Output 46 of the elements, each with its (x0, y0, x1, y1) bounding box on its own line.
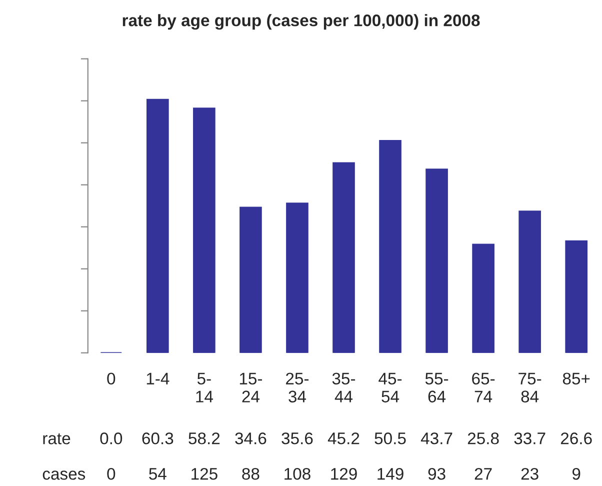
text: 27 (474, 468, 492, 480)
x-tick-label: 85+ (562, 372, 590, 385)
bar (240, 206, 262, 353)
data-label: 25.8 (468, 432, 499, 444)
data-label: 0.0 (100, 432, 122, 444)
data-label: 35.6 (282, 432, 313, 444)
data-label: 58.2 (188, 432, 220, 444)
bar (193, 108, 216, 353)
x-tick-label: 45- 54 (378, 372, 402, 402)
text: 23 (521, 468, 538, 480)
text: 125 (192, 468, 218, 480)
text: 149 (378, 468, 404, 480)
bar (332, 162, 355, 353)
chart-title: rate by age group (cases per 100,000) in 2008 (122, 14, 480, 30)
x-tick-label: 15- 24 (240, 372, 262, 402)
bar (518, 210, 541, 353)
text: 93 (428, 468, 446, 480)
text: 9 (572, 468, 580, 480)
bar (472, 244, 494, 353)
bar (426, 168, 448, 353)
text: 54 (149, 468, 166, 480)
x-tick-label: 1-4 (146, 372, 170, 384)
data-label: 33.7 (514, 432, 546, 444)
data-label: 43.7 (420, 432, 452, 444)
text: cases (42, 470, 86, 480)
bar (379, 140, 402, 353)
bar (286, 202, 308, 353)
x-tick-label: 55- 64 (425, 372, 448, 402)
x-tick-label: 0 (107, 372, 116, 385)
bar (146, 98, 169, 353)
x-tick-label: 65- 74 (472, 372, 495, 402)
x-tick-label: 25- 34 (286, 372, 309, 402)
text: 129 (331, 468, 357, 480)
x-tick-label: 75- 84 (518, 372, 542, 402)
text: 0 (107, 468, 116, 480)
x-tick-label: 35- 44 (332, 372, 356, 402)
x-tick-label: 5- 14 (196, 372, 213, 402)
data-label: 26.6 (560, 432, 592, 444)
bar (565, 240, 588, 353)
data-label: 45.2 (328, 432, 360, 444)
data-label: 60.3 (142, 432, 174, 444)
text: 108 (284, 468, 310, 480)
data-label: 34.6 (235, 432, 266, 444)
data-label: 50.5 (374, 432, 406, 444)
text: 88 (242, 468, 260, 480)
text: rate (43, 433, 70, 444)
